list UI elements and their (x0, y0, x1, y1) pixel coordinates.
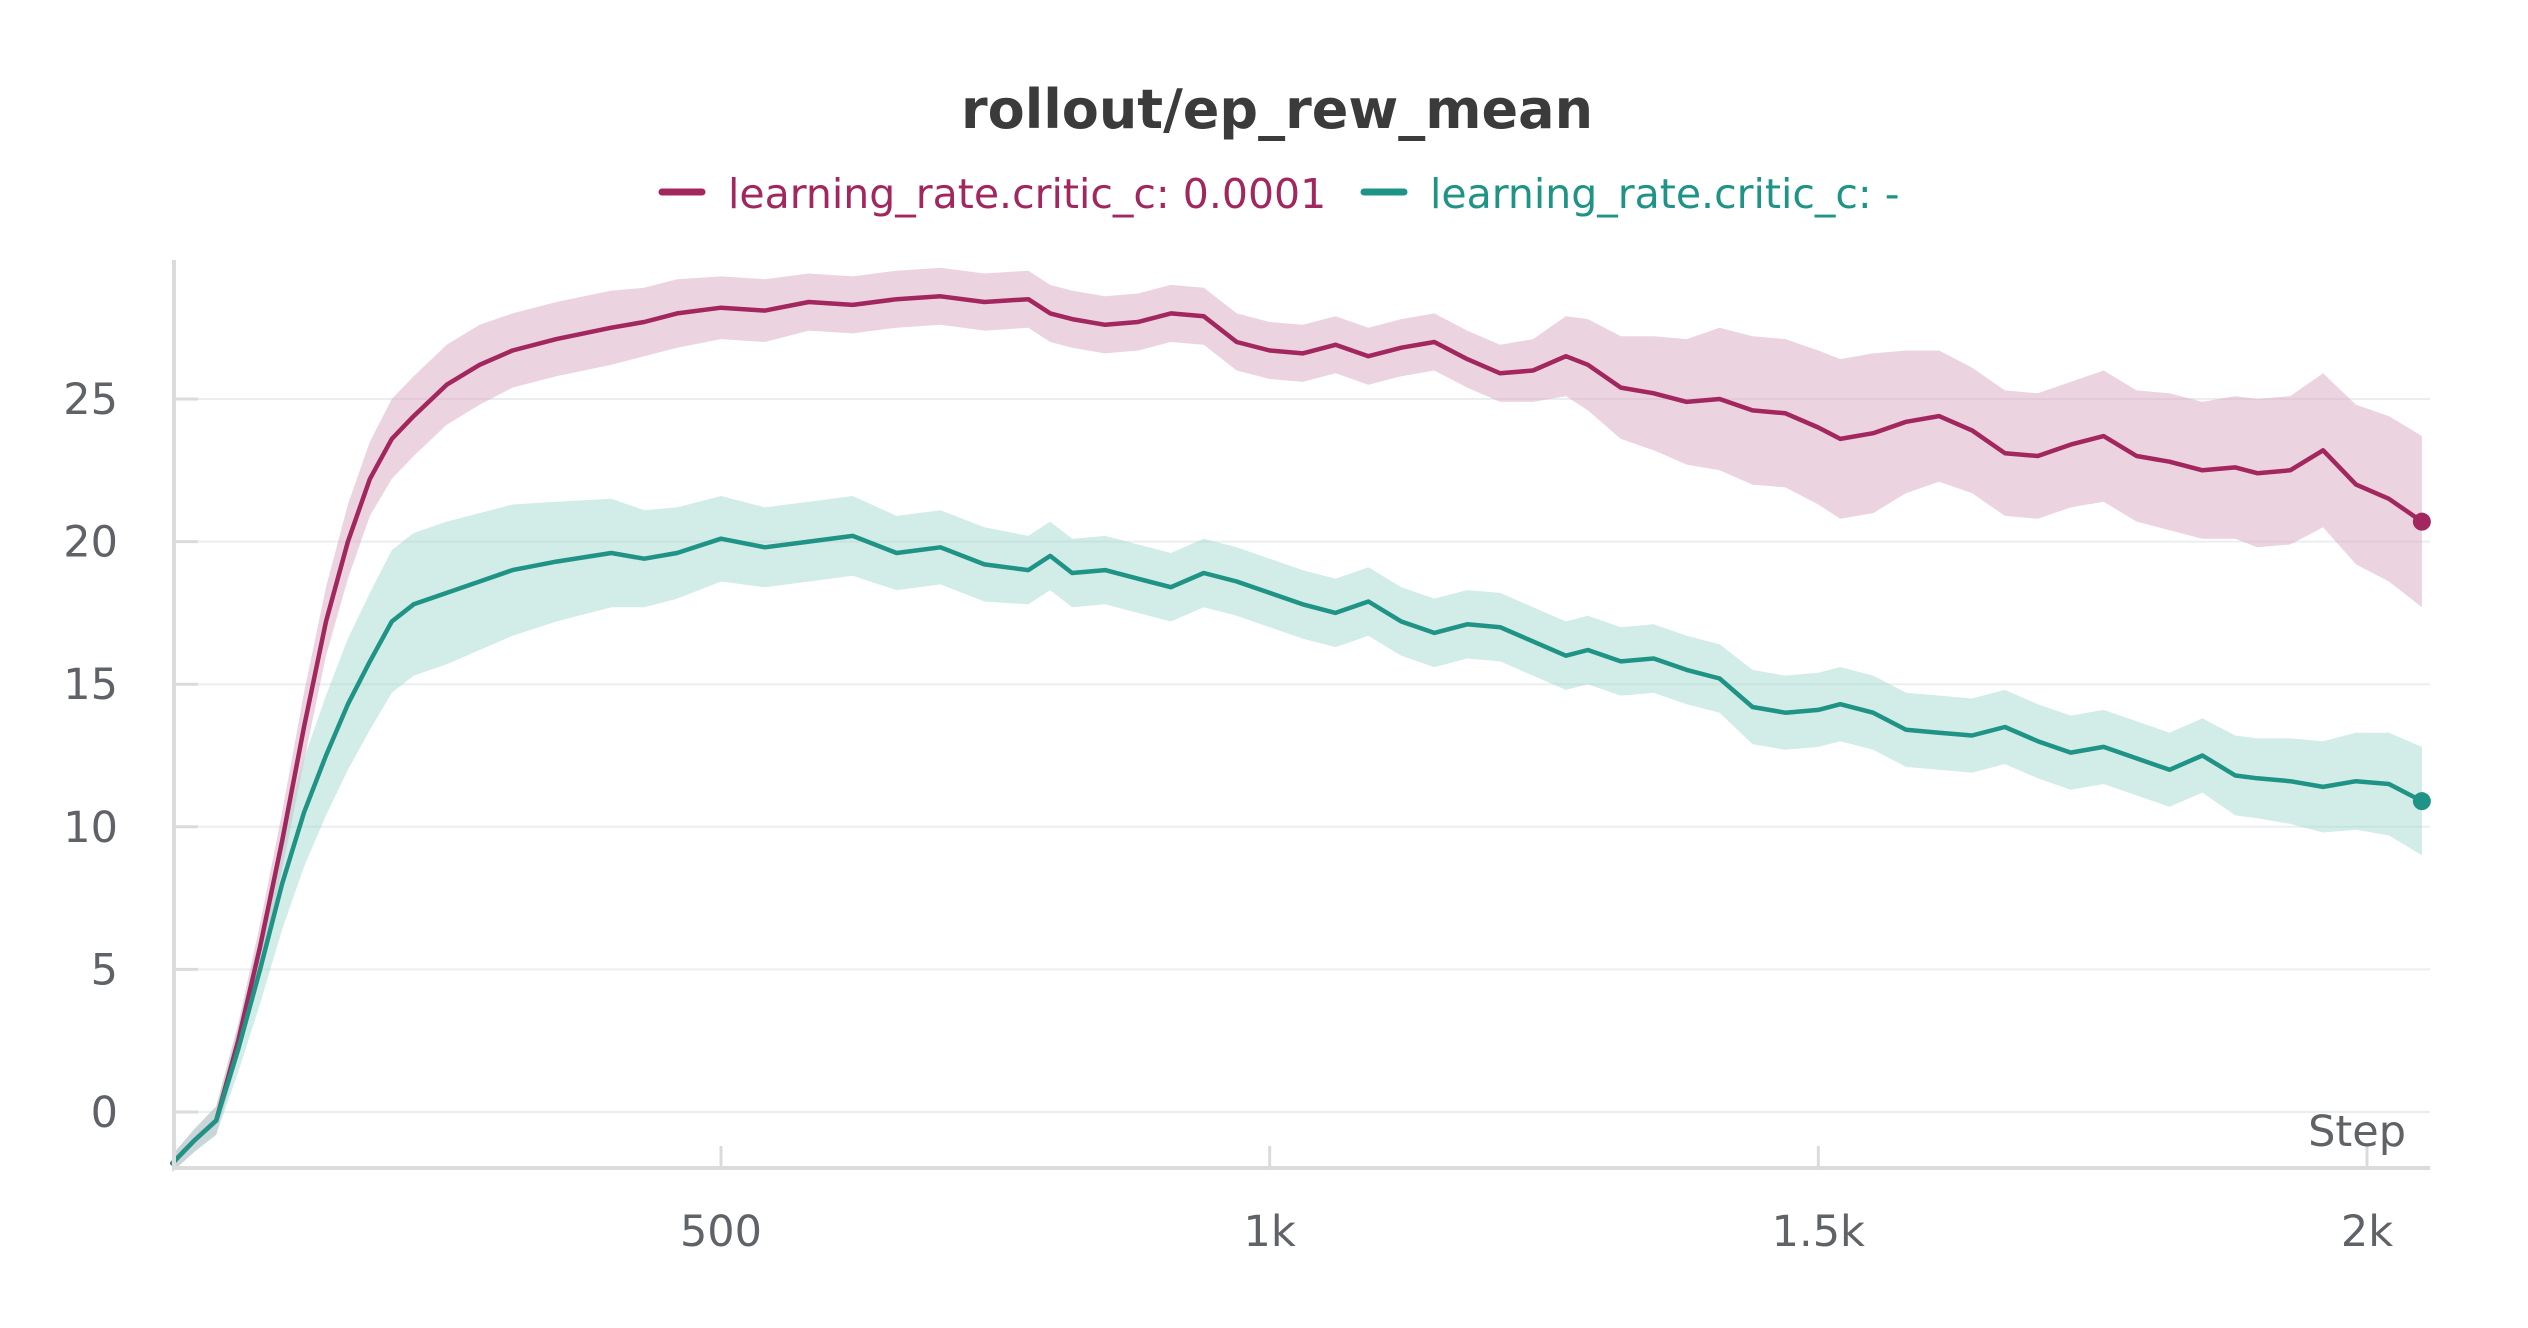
y-tick-label: 5 (91, 945, 118, 995)
x-tick-label: 1k (1244, 1207, 1296, 1257)
y-tick-label: 15 (63, 660, 118, 710)
legend-label: learning_rate.critic_c: 0.0001 (728, 170, 1326, 218)
series-lines[interactable] (170, 294, 2431, 1166)
series-line-1[interactable] (170, 533, 2425, 1166)
confidence-bands (172, 267, 2422, 1172)
series-band-1 (172, 496, 2422, 1172)
y-tick-label: 25 (63, 375, 118, 425)
legend[interactable]: learning_rate.critic_c: 0.0001 learning_r… (658, 170, 1900, 218)
x-axis-label: Step (2308, 1107, 2406, 1157)
y-tick-label: 0 (91, 1088, 118, 1138)
series-end-point-0[interactable] (2412, 512, 2431, 531)
y-tick-label: 20 (63, 518, 118, 568)
y-axis-ticks: 0 5 10 15 20 25 (63, 375, 198, 1138)
legend-item-0[interactable]: learning_rate.critic_c: 0.0001 (658, 170, 1326, 218)
y-tick-label: 10 (63, 803, 118, 853)
x-axis-ticks: 500 1k 1.5k 2k (680, 1146, 2393, 1257)
x-tick-label: 1.5k (1772, 1207, 1865, 1257)
x-tick-label: 2k (2341, 1207, 2393, 1257)
series-end-point-1[interactable] (2412, 792, 2431, 811)
legend-label: learning_rate.critic_c: - (1430, 170, 1900, 218)
x-tick-label: 500 (680, 1207, 762, 1257)
series-line-0[interactable] (170, 294, 2425, 1166)
series-band-0 (172, 267, 2422, 1172)
chart-title: rollout/ep_rew_mean (961, 78, 1593, 141)
legend-item-1[interactable]: learning_rate.critic_c: - (1360, 170, 1900, 218)
